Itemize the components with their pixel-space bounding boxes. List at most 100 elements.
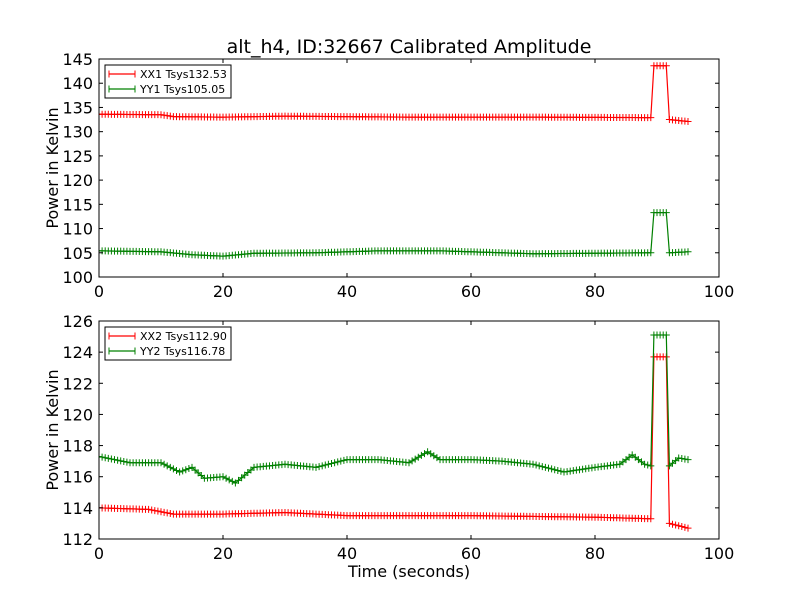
x-axis-label: Time (seconds) [347, 562, 470, 581]
y-tick-label: 122 [62, 374, 93, 393]
data-point [99, 453, 106, 461]
axes-frame [98, 320, 720, 540]
series-1 [99, 62, 692, 125]
data-point [647, 249, 655, 257]
data-point [538, 463, 546, 471]
data-point [405, 459, 413, 467]
legend-marker [108, 347, 136, 355]
data-point [684, 248, 692, 256]
data-point [101, 454, 109, 462]
y-tick-label: 124 [62, 343, 93, 362]
y-tick-label: 120 [62, 405, 93, 424]
data-point [157, 459, 165, 467]
data-point [647, 462, 655, 470]
y-tick-label: 115 [62, 195, 93, 214]
y-axis-label: Power in Kelvin [43, 107, 62, 228]
data-point [315, 463, 323, 471]
legend-box [104, 64, 232, 99]
y-tick-label: 135 [62, 98, 93, 117]
axes-frame [98, 58, 720, 278]
data-point [157, 508, 165, 516]
data-point [672, 521, 680, 529]
y-tick-label: 140 [62, 74, 93, 93]
series-2 [99, 331, 692, 487]
legend-label: YY2 Tsys116.78 [139, 345, 225, 358]
data-point [176, 468, 184, 476]
series-markers [99, 62, 692, 125]
x-tick-label: 100 [704, 282, 735, 301]
legend-label: YY1 Tsys105.05 [139, 83, 225, 96]
data-point [414, 453, 422, 461]
legend: XX1 Tsys132.53 YY1 Tsys105.05 [104, 64, 232, 99]
y-tick-label: 130 [62, 123, 93, 142]
x-tick-label: 80 [585, 282, 605, 301]
x-tick-label: 0 [94, 282, 104, 301]
data-point [225, 476, 233, 484]
data-point [557, 467, 565, 475]
data-point [120, 457, 128, 465]
x-tick-label: 80 [585, 544, 605, 563]
data-point [182, 466, 190, 474]
series-1 [99, 353, 692, 532]
data-point [548, 465, 556, 473]
data-point [551, 466, 559, 474]
data-point [340, 456, 348, 464]
legend-marker [108, 85, 136, 93]
x-tick-label: 40 [337, 282, 357, 301]
data-point [644, 461, 652, 469]
series-markers [99, 353, 692, 532]
y-tick-label: 116 [62, 468, 93, 487]
data-point [145, 505, 153, 513]
y-tick-label: 114 [62, 499, 93, 518]
data-point [321, 461, 329, 469]
y-tick-label: 145 [62, 50, 93, 69]
data-point [684, 524, 692, 532]
data-point [151, 507, 159, 515]
data-point [104, 454, 112, 462]
data-point [166, 463, 174, 471]
data-point [179, 467, 187, 475]
data-point [114, 456, 122, 464]
data-point [669, 520, 676, 528]
data-point [411, 455, 419, 463]
data-point [681, 455, 689, 463]
plot-1: 0 20 40 60 80 100 100 105 110 115 120 125 130 135 140 1… [43, 50, 734, 301]
data-point [154, 507, 162, 515]
data-point [169, 465, 177, 473]
y-tick-label: 126 [62, 312, 93, 331]
data-point [166, 510, 174, 518]
y-axis-label: Power in Kelvin [43, 369, 62, 490]
data-point [529, 460, 537, 468]
data-point [665, 519, 673, 527]
data-point [107, 455, 115, 463]
data-point [681, 523, 689, 531]
data-point [662, 331, 670, 339]
x-tick-label: 40 [337, 544, 357, 563]
y-tick-label: 100 [62, 268, 93, 287]
x-tick-label: 60 [461, 544, 481, 563]
data-point [173, 466, 180, 474]
data-point [554, 466, 562, 474]
y-tick-label: 112 [62, 530, 93, 549]
data-point [678, 523, 686, 531]
plots: 0 20 40 60 80 100 100 105 110 115 120 125 130 135 140 1… [43, 50, 734, 581]
data-point [421, 450, 428, 458]
data-point [675, 522, 683, 530]
data-point [417, 451, 425, 459]
y-tick-label: 110 [62, 220, 93, 239]
legend-marker [108, 70, 136, 78]
data-point [662, 209, 670, 217]
legend-label: XX2 Tsys112.90 [140, 330, 227, 343]
x-tick-label: 0 [94, 544, 104, 563]
data-point [647, 114, 655, 122]
chart-title: alt_h4, ID:32667 Calibrated Amplitude [227, 36, 592, 58]
series-2 [99, 209, 692, 260]
data-point [684, 117, 692, 125]
data-point [328, 459, 335, 467]
y-tick-label: 105 [62, 244, 93, 263]
data-point [337, 457, 345, 465]
data-point [324, 460, 332, 468]
x-tick-label: 20 [213, 544, 233, 563]
